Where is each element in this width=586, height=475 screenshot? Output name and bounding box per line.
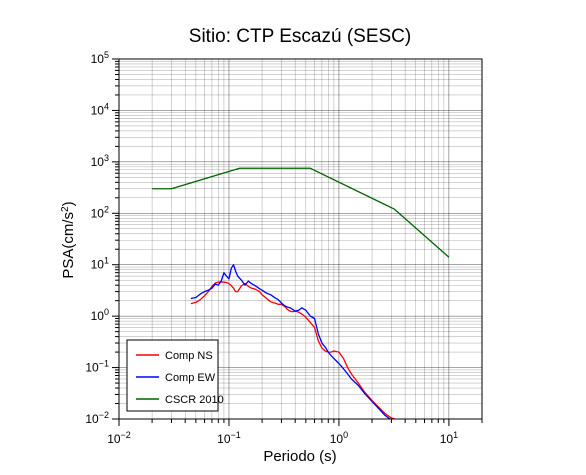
x-tick-label: 10−1	[217, 430, 241, 446]
legend-label-cscr: CSCR 2010	[165, 394, 224, 406]
legend-label-ew: Comp EW	[165, 372, 216, 384]
y-tick-label: 10−1	[85, 359, 109, 375]
y-tick-labels: 10−2 10−1 100 101 102 103 104 105	[85, 50, 109, 426]
x-tick-label: 101	[440, 430, 458, 446]
series-line-comp-ew	[190, 264, 391, 419]
legend: Comp NS Comp EW CSCR 2010	[126, 339, 224, 412]
legend-label-ns: Comp NS	[165, 350, 213, 362]
x-tick-label: 100	[330, 430, 348, 446]
plot-frame	[118, 58, 483, 420]
y-tick-label: 104	[91, 101, 109, 117]
y-tick-label: 105	[91, 50, 109, 66]
y-axis-label-main: PSA(cm/s	[60, 212, 77, 279]
y-tick-label: 10−2	[85, 410, 109, 426]
chart-title: Sitio: CTP Escazú (SESC)	[189, 26, 411, 47]
x-axis-label: Periodo (s)	[263, 448, 336, 465]
plot-series	[152, 167, 450, 419]
y-tick-label: 100	[91, 307, 109, 323]
series-line-comp-ns	[190, 281, 397, 419]
y-tick-label: 103	[91, 153, 109, 169]
y-axis-label: PSA(cm/s2)	[60, 201, 78, 278]
plot-grid	[112, 58, 483, 426]
y-tick-label: 101	[91, 256, 109, 272]
y-tick-label: 102	[91, 204, 109, 220]
series-line-cscr-2010	[152, 167, 450, 258]
y-axis-label-tail: )	[60, 201, 77, 206]
x-tick-labels: 10−2 10−1 100 101	[107, 430, 458, 446]
x-tick-label: 10−2	[107, 430, 131, 446]
y-axis-label-sup: 2	[60, 206, 71, 212]
